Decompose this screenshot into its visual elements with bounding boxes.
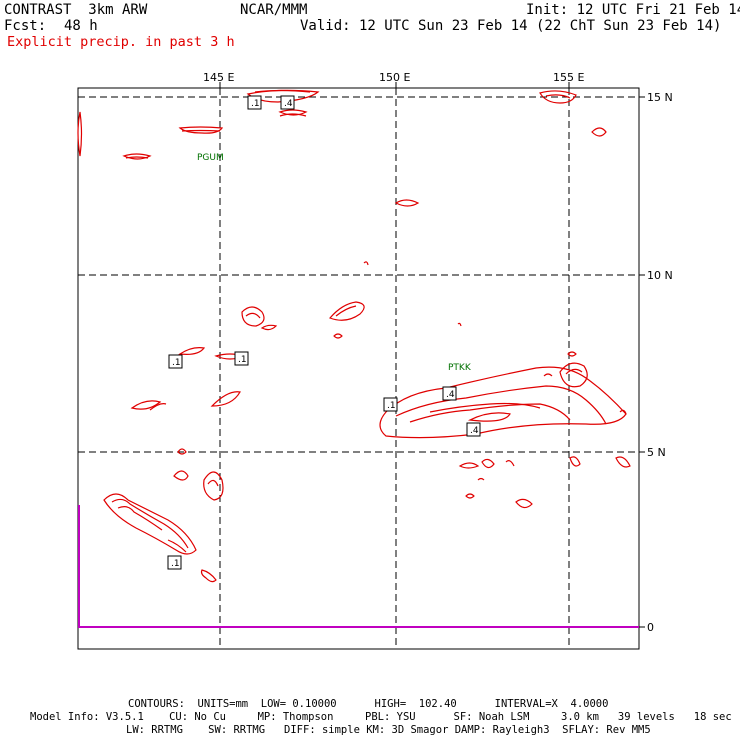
ticks: [219, 82, 645, 628]
init-time: Init: 12 UTC Fri 21 Feb 14: [526, 2, 740, 18]
model-title: CONTRAST 3km ARW: [4, 2, 148, 18]
station-ptkk: PTKK: [448, 363, 472, 373]
station-pgum: PGUM: [197, 153, 224, 163]
contour-label: .1: [251, 99, 260, 109]
lat-label-10n: 10 N: [647, 269, 673, 282]
lat-label-15n: 15 N: [647, 91, 673, 104]
model-info-line-2: LW: RRTMG SW: RRTMG DIFF: simple KM: 3D …: [126, 724, 651, 736]
lat-label-5n: 5 N: [647, 446, 666, 459]
contour-label: .1: [238, 355, 247, 365]
field-title: Explicit precip. in past 3 h: [7, 34, 235, 50]
contour-label-group: .1 .4 .1 .1 .1 .4 .4 .1: [167, 95, 481, 570]
valid-time: Valid: 12 UTC Sun 23 Feb 14 (22 ChT Sun …: [300, 18, 722, 34]
lon-label-155e: 155 E: [553, 71, 584, 84]
precip-contours: [77, 89, 631, 583]
contour-label: .4: [470, 426, 479, 436]
graticule: [78, 88, 639, 649]
contour-label: .1: [172, 358, 181, 368]
model-info-line-1: Model Info: V3.5.1 CU: No Cu MP: Thompso…: [30, 711, 732, 723]
forecast-label: Fcst:: [4, 18, 47, 34]
map-frame: [77, 87, 640, 650]
forecast-hour: 48 h: [64, 18, 98, 34]
contour-label: .1: [387, 401, 396, 411]
center-name: NCAR/MMM: [240, 2, 308, 18]
lat-label-eq: 0: [647, 621, 654, 634]
contour-label: .4: [284, 99, 293, 109]
lon-label-150e: 150 E: [379, 71, 410, 84]
contours-info: CONTOURS: UNITS=mm LOW= 0.10000 HIGH= 10…: [128, 698, 609, 710]
lon-label-145e: 145 E: [203, 71, 234, 84]
contour-label: .4: [446, 390, 455, 400]
contour-label: .1: [171, 559, 180, 569]
